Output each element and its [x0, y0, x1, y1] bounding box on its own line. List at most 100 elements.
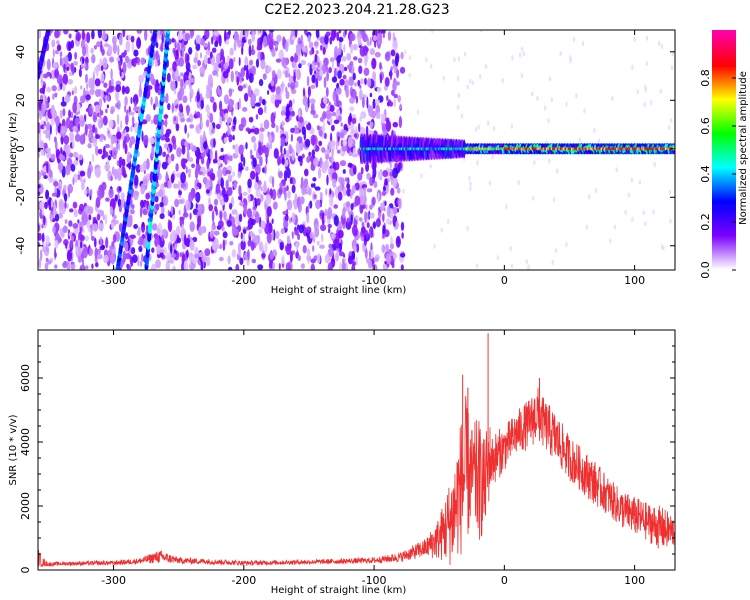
x-tick-label: -300: [101, 274, 126, 287]
noise-blob: [82, 259, 85, 269]
noise-blob: [392, 167, 399, 179]
noise-blob: [371, 196, 376, 206]
noise-blob: [183, 260, 189, 270]
noise-blob: [73, 159, 79, 166]
noise-blob: [39, 87, 45, 94]
faint-blob: [479, 30, 483, 33]
noise-blob: [333, 204, 339, 209]
noise-blob: [38, 122, 41, 134]
noise-blob: [289, 177, 293, 185]
noise-blob: [65, 63, 71, 69]
noise-blob: [331, 148, 334, 157]
noise-blob: [291, 35, 297, 41]
noise-blob: [154, 60, 158, 67]
noise-blob: [195, 163, 201, 172]
noise-blob: [272, 201, 278, 210]
noise-blob: [181, 182, 186, 188]
noise-blob: [52, 93, 55, 100]
noise-blob: [185, 237, 191, 248]
noise-blob: [357, 172, 363, 181]
noise-blob: [264, 242, 268, 253]
noise-blob: [218, 220, 224, 228]
noise-blob: [200, 261, 204, 270]
colorbar-step: [712, 134, 736, 137]
noise-blob: [340, 122, 343, 127]
noise-blob: [195, 34, 201, 44]
noise-blob: [220, 48, 225, 59]
noise-blob: [86, 187, 90, 194]
noise-blob: [374, 99, 380, 105]
noise-blob: [278, 158, 282, 165]
noise-blob: [389, 68, 393, 81]
noise-blob: [209, 96, 215, 103]
noise-blob: [271, 49, 276, 57]
noise-blob: [300, 59, 306, 66]
faint-blob: [624, 209, 627, 215]
noise-blob: [197, 215, 202, 227]
noise-blob: [178, 199, 184, 204]
noise-blob: [250, 170, 256, 180]
faint-blob: [457, 76, 460, 82]
noise-blob: [289, 251, 293, 263]
colorbar-step: [712, 260, 736, 263]
noise-blob: [79, 114, 84, 122]
noise-blob: [296, 249, 299, 258]
noise-blob: [102, 57, 108, 69]
noise-blob: [45, 235, 50, 246]
noise-blob: [57, 85, 61, 92]
noise-blob: [373, 181, 378, 188]
noise-blob: [278, 171, 283, 179]
noise-blob: [334, 239, 340, 249]
noise-blob: [140, 253, 144, 262]
noise-blob: [79, 231, 82, 237]
noise-blob: [332, 178, 337, 188]
noise-blob: [117, 113, 120, 126]
noise-blob: [91, 235, 95, 241]
faint-blob: [488, 180, 492, 186]
noise-blob: [310, 155, 314, 166]
noise-blob: [121, 158, 126, 167]
noise-blob: [130, 209, 135, 215]
noise-blob: [398, 198, 402, 210]
colorbar-step: [712, 126, 736, 129]
noise-blob: [329, 188, 332, 195]
noise-blob: [323, 76, 327, 89]
noise-blob: [384, 178, 388, 186]
noise-blob: [222, 71, 229, 79]
noise-blob: [65, 94, 71, 103]
noise-blob: [69, 208, 74, 213]
noise-blob: [185, 61, 191, 72]
faint-blob: [533, 160, 536, 166]
noise-blob: [120, 119, 123, 131]
colorbar-step: [712, 86, 736, 89]
faint-blob: [609, 238, 612, 244]
noise-blob: [97, 253, 103, 260]
noise-blob: [150, 263, 157, 270]
noise-blob: [372, 71, 377, 81]
noise-blob: [157, 30, 161, 39]
colorbar-step: [712, 206, 736, 209]
noise-blob: [259, 193, 264, 202]
noise-blob: [331, 124, 335, 132]
noise-blob: [180, 118, 186, 122]
noise-blob: [150, 96, 153, 106]
faint-blob: [532, 195, 535, 201]
noise-blob: [159, 202, 164, 208]
noise-blob: [94, 257, 98, 263]
noise-blob: [285, 244, 291, 256]
noise-blob: [131, 116, 135, 125]
noise-blob: [251, 44, 254, 51]
noise-blob: [261, 253, 266, 259]
faint-blob: [479, 74, 482, 79]
noise-blob: [270, 93, 276, 104]
noise-blob: [220, 177, 224, 189]
colorbar-step: [712, 210, 736, 213]
noise-blob: [167, 179, 172, 189]
noise-blob: [204, 30, 210, 40]
noise-blob: [125, 114, 129, 126]
faint-blob: [408, 55, 412, 61]
noise-blob: [42, 93, 46, 106]
noise-blob: [239, 257, 244, 266]
noise-blob: [44, 262, 49, 270]
colorbar-step: [712, 70, 736, 73]
